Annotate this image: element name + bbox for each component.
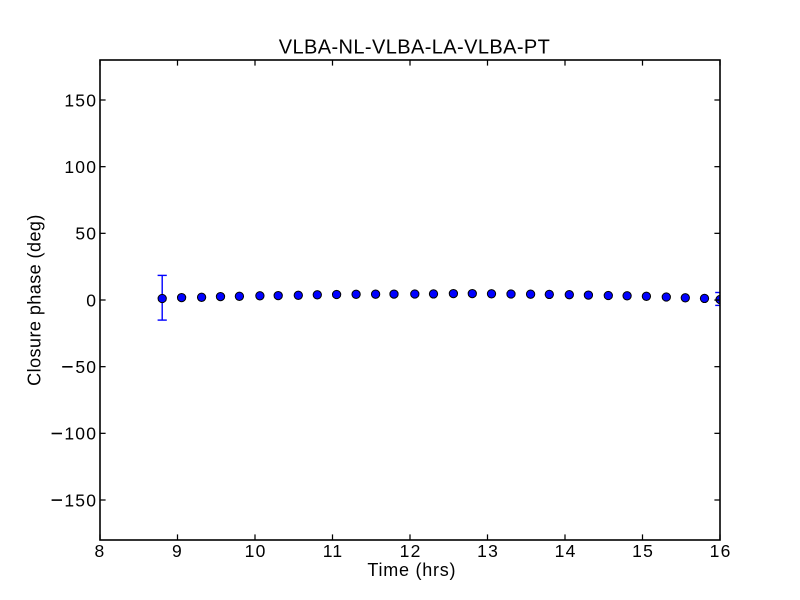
svg-text:150: 150 (64, 490, 97, 510)
svg-text:16: 16 (710, 541, 732, 561)
svg-text:13: 13 (477, 541, 499, 561)
svg-text:50: 50 (75, 357, 97, 377)
svg-text:8: 8 (95, 541, 106, 561)
svg-text:0: 0 (86, 290, 97, 310)
svg-text:12: 12 (400, 541, 422, 561)
svg-text:150: 150 (64, 90, 97, 110)
svg-text:9: 9 (172, 541, 183, 561)
svg-text:VLBA-NL-VLBA-LA-VLBA-PT: VLBA-NL-VLBA-LA-VLBA-PT (279, 37, 551, 59)
svg-text:15: 15 (632, 541, 654, 561)
svg-text:10: 10 (245, 541, 267, 561)
svg-text:100: 100 (64, 424, 97, 444)
svg-text:14: 14 (555, 541, 577, 561)
svg-text:100: 100 (64, 157, 97, 177)
svg-text:11: 11 (323, 541, 344, 561)
svg-text:50: 50 (75, 224, 97, 244)
svg-text:Time (hrs): Time (hrs) (367, 560, 456, 580)
svg-text:Closure phase (deg): Closure phase (deg) (25, 214, 45, 386)
